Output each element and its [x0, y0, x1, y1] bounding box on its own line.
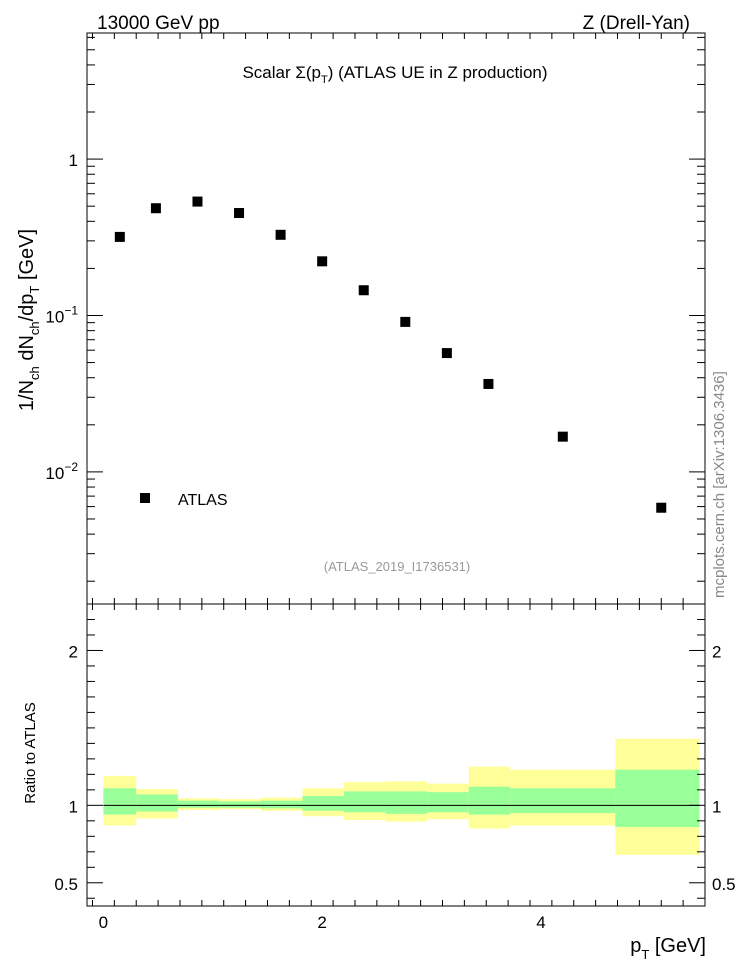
- ratio-inner-band-10: [510, 788, 616, 814]
- x-tick-label: 0: [99, 913, 108, 932]
- legend-marker: [140, 493, 150, 503]
- ratio-y-tick-label-right: 2: [712, 642, 721, 661]
- ratio-layer: 0 2 4 0.5 0.5 1 1 2 2: [54, 603, 736, 932]
- ratio-inner-band-1: [136, 794, 178, 812]
- data-point: [656, 502, 667, 513]
- main-layer: 1 10−1 10−2: [45, 33, 706, 604]
- ratio-inner-band-0: [103, 788, 137, 815]
- x-axis-label-sub: T: [641, 947, 649, 962]
- ratio-inner-band-3: [219, 801, 261, 808]
- data-point: [150, 203, 161, 214]
- y-axis-label-s3: T: [27, 286, 42, 294]
- y-axis-label: 1/Nch dNch/dpT [GeV]: [16, 229, 42, 411]
- ratio-bands: [103, 738, 700, 855]
- ratio-inner-band-8: [427, 792, 469, 813]
- x-axis-label: pT [GeV]: [630, 935, 706, 962]
- y-axis-label-p3: /dp: [16, 294, 38, 322]
- plot-title-sigma-sub: T: [321, 74, 328, 86]
- ratio-inner-band-6: [344, 791, 386, 813]
- data-point: [192, 196, 203, 207]
- data-point: [483, 378, 494, 389]
- analysis-id: (ATLAS_2019_I1736531): [324, 559, 470, 574]
- main-plot-frame: [86, 32, 706, 605]
- y-tick-label: 10−2: [45, 460, 78, 483]
- ratio-y-tick-label-right: 1: [712, 797, 721, 816]
- data-point: [275, 229, 286, 240]
- ratio-y-tick-label-left: 0.5: [54, 875, 78, 894]
- watermark: mcplots.cern.ch [arXiv:1306.3436]: [711, 371, 728, 598]
- x-tick-label: 2: [317, 913, 326, 932]
- data-point: [114, 231, 125, 242]
- ratio-inner-band-4: [260, 800, 303, 809]
- y-axis-label-p2: dN: [16, 335, 38, 366]
- header-right: Z (Drell-Yan): [583, 13, 690, 34]
- ratio-inner-band-5: [302, 796, 345, 811]
- ratio-inner-band-2: [177, 800, 220, 808]
- plot-title-post: ) (ATLAS UE in Z production): [328, 63, 548, 82]
- y-axis-label-s1: ch: [27, 366, 42, 380]
- header-left: 13000 GeV pp: [97, 13, 220, 34]
- x-axis-label-main: p: [630, 935, 641, 957]
- plot-title-sigma: Σ(p: [295, 63, 321, 82]
- ratio-y-tick-label-left: 2: [69, 642, 78, 661]
- y-tick-label: 10−1: [45, 303, 78, 326]
- plot-title-pre: Scalar: [242, 63, 295, 82]
- y-tick-label: 1: [69, 151, 78, 170]
- ratio-inner-band-11: [615, 769, 700, 828]
- data-point: [358, 285, 369, 296]
- data-point: [557, 431, 568, 442]
- ratio-plot-frame: [86, 603, 706, 907]
- x-axis-label-unit: [GeV]: [649, 935, 706, 957]
- y-axis-label-p4: [GeV]: [16, 229, 38, 286]
- x-tick-label: 4: [536, 913, 545, 932]
- ratio-y-tick-label-right: 0.5: [712, 875, 736, 894]
- legend-label: ATLAS: [178, 492, 228, 509]
- ratio-inner-band-9: [468, 786, 511, 815]
- data-point: [400, 316, 411, 327]
- ratio-inner-band-7: [385, 791, 428, 814]
- ratio-y-tick-label-left: 1: [69, 797, 78, 816]
- y-axis-label-s2: ch: [27, 321, 42, 335]
- data-point: [317, 256, 328, 267]
- ratio-y-axis-label: Ratio to ATLAS: [22, 702, 39, 803]
- plot-title: Scalar Σ(pT) (ATLAS UE in Z production): [242, 63, 547, 86]
- data-point: [234, 208, 245, 219]
- data-point: [441, 348, 452, 359]
- y-axis-label-p1: 1/N: [16, 380, 38, 411]
